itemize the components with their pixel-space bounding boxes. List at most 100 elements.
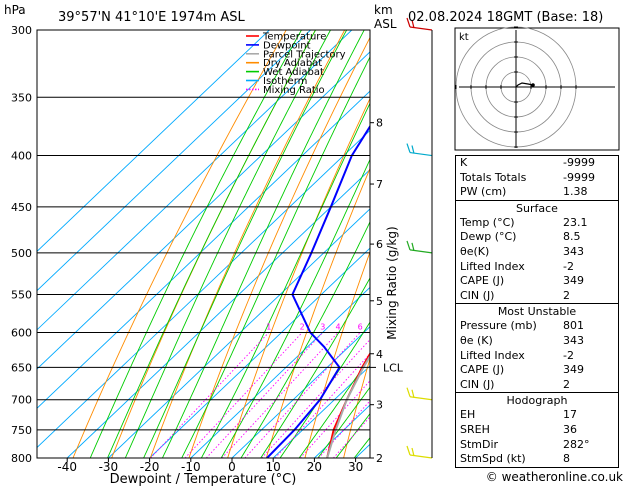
- temperature-tick-label: -30: [99, 460, 119, 474]
- wind-barb-flag: [411, 19, 415, 29]
- dry-adiabat: [72, 30, 287, 458]
- pressure-tick-label: 400: [11, 150, 32, 163]
- surface-cin-value: 2: [563, 288, 570, 302]
- legend-label: Wet Adiabat: [263, 67, 324, 78]
- hodograph-unit: kt: [459, 32, 469, 43]
- wind-barb-flag: [406, 17, 411, 28]
- hodograph-stats-section: Hodograph EH 17 SREH 36 StmDir 282° StmSpd …: [456, 392, 618, 466]
- legend-label: Dry Adiabat: [263, 58, 322, 69]
- legend-label: Temperature: [262, 32, 326, 43]
- height-tick-label: 3: [376, 399, 383, 412]
- surface-theta-label: θe(K): [460, 244, 490, 258]
- pressure-tick-label: 350: [11, 91, 32, 104]
- hodograph: kt: [454, 26, 620, 151]
- wind-barb-flag: [411, 145, 415, 154]
- mixing-ratio-label: 3: [320, 322, 325, 331]
- surface-temp-value: 23.1: [563, 215, 588, 229]
- eh-value: 17: [563, 408, 577, 422]
- wind-barb: [406, 143, 433, 157]
- isotherm-line: [231, 325, 370, 458]
- copyright-text: © weatheronline.co.uk: [485, 470, 623, 484]
- pressure-tick-label: 700: [11, 394, 32, 407]
- pressure-unit-label: hPa: [4, 3, 26, 17]
- mixing-ratio-line: [205, 332, 324, 458]
- isotherm-line: [66, 168, 370, 458]
- isotherm-line: [37, 51, 370, 370]
- temperature-tick-label: -40: [57, 460, 77, 474]
- k-label: K: [460, 156, 468, 169]
- mixing-ratio-label: 1: [266, 322, 271, 331]
- surface-temp-row: Temp (°C) 23.1: [456, 216, 618, 231]
- dewpoint-profile: [266, 124, 370, 458]
- sreh-row: SREH 36: [456, 423, 618, 438]
- mu-pressure-row: Pressure (mb) 801: [456, 319, 618, 334]
- isotherm-line: [37, 30, 311, 292]
- mu-cin-row: CIN (J) 2: [456, 378, 618, 393]
- stmdir-row: StmDir 282°: [456, 438, 618, 453]
- eh-row: EH 17: [456, 408, 618, 423]
- eh-label: EH: [460, 408, 476, 422]
- index-row-k: K -9999: [456, 156, 618, 171]
- surface-lifted-row: Lifted Index -2: [456, 260, 618, 275]
- pw-value: 1.38: [563, 185, 588, 199]
- mu-cin-value: 2: [563, 377, 570, 391]
- pressure-tick-label: 650: [11, 361, 32, 374]
- sreh-value: 36: [563, 422, 577, 436]
- height-tick-label: 8: [376, 117, 383, 130]
- legend-label: Parcel Trajectory: [263, 49, 346, 60]
- wet-adiabat: [279, 321, 370, 458]
- dry-adiabat: [304, 250, 370, 458]
- mixing-ratio-label: 25: [441, 322, 451, 331]
- indices-panel: K -9999 Totals Totals -9999 PW (cm) 1.38 Su…: [455, 155, 619, 468]
- totals-label: Totals Totals: [460, 170, 527, 184]
- stmdir-label: StmDir: [460, 437, 499, 451]
- wind-barb-flag: [406, 445, 411, 456]
- surface-cape-label: CAPE (J): [460, 274, 505, 288]
- isotherm-line: [149, 247, 370, 458]
- surface-dewp-label: Dewp (°C): [460, 230, 517, 244]
- mu-pressure-label: Pressure (mb): [460, 319, 537, 333]
- mixing-ratio-label: 15: [409, 322, 419, 331]
- index-row-totals: Totals Totals -9999: [456, 171, 618, 186]
- location-title: 39°57'N 41°10'E 1974m ASL: [58, 10, 246, 25]
- legend-label: Dewpoint: [263, 40, 311, 51]
- k-value: -9999: [563, 156, 595, 169]
- mixing-ratio-label: 4: [335, 322, 340, 331]
- surface-section: Surface Temp (°C) 23.1 Dewp (°C) 8.5 θe(K)…: [456, 199, 618, 304]
- temperature-tick-label: 10: [266, 460, 281, 474]
- mixing-ratio-label: 6: [358, 322, 363, 331]
- height-tick-label: 6: [376, 238, 383, 251]
- pressure-tick-label: 800: [11, 452, 32, 465]
- x-axis-title: Dewpoint / Temperature (°C): [110, 472, 297, 486]
- surface-lifted-label: Lifted Index: [460, 259, 525, 273]
- index-row-pw: PW (cm) 1.38: [456, 185, 618, 200]
- hodograph-stats-title: Hodograph: [506, 394, 568, 408]
- surface-theta-row: θe(K) 343: [456, 245, 618, 260]
- mu-cape-label: CAPE (J): [460, 363, 505, 377]
- surface-dewp-value: 8.5: [563, 230, 581, 244]
- wind-barb-flag: [406, 387, 411, 397]
- pressure-tick-label: 750: [11, 424, 32, 437]
- mixing-ratio-line: [299, 380, 370, 458]
- surface-cape-row: CAPE (J) 349: [456, 274, 618, 289]
- indices-section: K -9999 Totals Totals -9999 PW (cm) 1.38: [456, 156, 618, 200]
- wind-barb: [406, 387, 433, 401]
- mixing-ratio-line: [184, 332, 303, 458]
- wet-adiabat: [317, 386, 370, 458]
- datetime-title: 02.08.2024 18GMT (Base: 18): [408, 10, 603, 25]
- stmdir-value: 282°: [563, 437, 590, 451]
- wind-barb-flag: [411, 447, 415, 457]
- isotherm-line: [37, 129, 370, 449]
- pw-label: PW (cm): [460, 185, 507, 199]
- hodograph-frame: [454, 27, 620, 151]
- isotherm-line: [272, 365, 370, 458]
- surface-title: Surface: [516, 201, 558, 215]
- pressure-tick-label: 300: [11, 24, 32, 37]
- most-unstable-title: Most Unstable: [497, 305, 577, 319]
- sreh-label: SREH: [460, 422, 490, 436]
- mixing-ratio-label: 2: [300, 322, 305, 331]
- isotherm-line: [190, 286, 370, 458]
- isotherm-line: [37, 90, 370, 409]
